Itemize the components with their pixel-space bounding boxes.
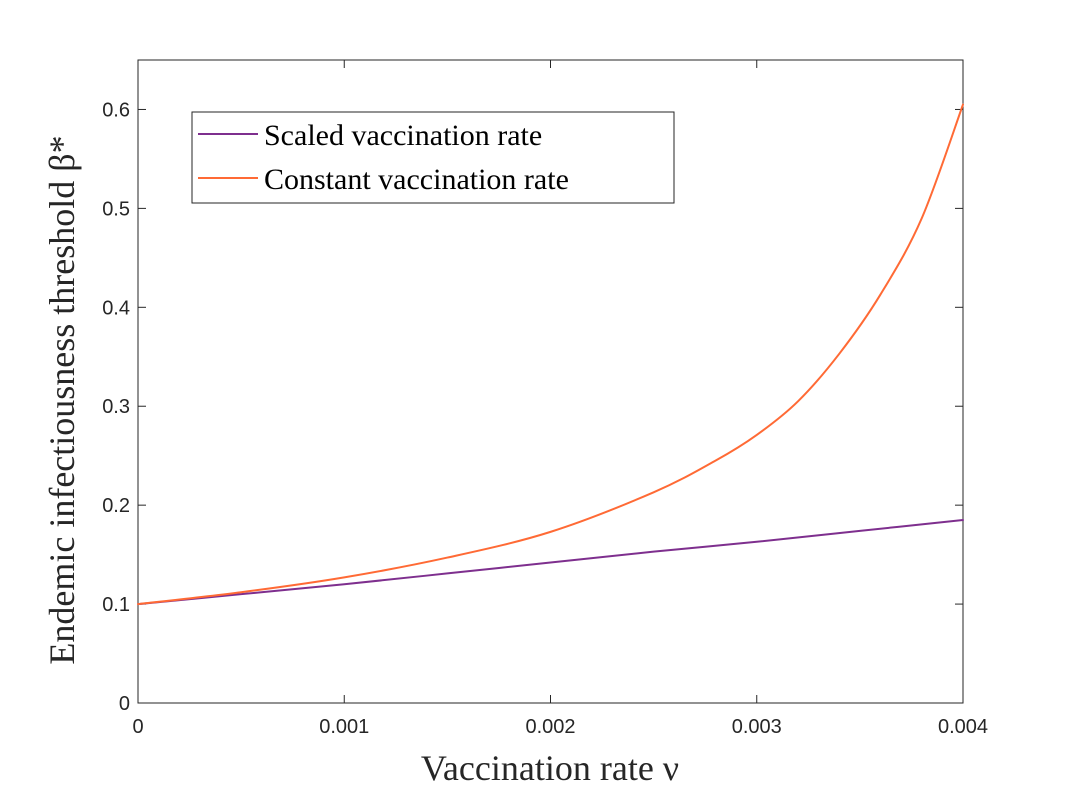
x-axis-label: Vaccination rate ν [421,748,679,788]
series-layer [137,103,964,606]
legend-label-scaled: Scaled vaccination rate [264,119,542,152]
series-line-constant [137,103,964,606]
y-tick-label: 0 [119,693,130,715]
y-axis-label: Endemic infectiousness threshold β* [42,135,82,664]
y-tick-label: 0.5 [102,198,130,220]
legend-label-constant: Constant vaccination rate [264,163,569,196]
y-tick-label: 0.6 [102,99,130,121]
x-tick-label: 0 [132,716,143,738]
x-tick-label: 0.002 [525,716,575,738]
x-tick-label: 0.001 [319,716,369,738]
axis-ticks: 0 0.001 0.002 0.003 0.004 0 0.1 0.2 0.3 0.4 0.5 0.6 [102,60,988,738]
legend: Scaled vaccination rate Constant vaccina… [191,111,675,204]
y-tick-label: 0.3 [102,396,130,418]
series-line-scaled [137,518,964,606]
legend-box [191,111,675,204]
x-tick-label: 0.004 [938,716,988,738]
y-tick-label: 0.1 [102,594,130,616]
y-tick-label: 0.4 [102,297,130,319]
x-tick-label: 0.003 [732,716,782,738]
y-tick-label: 0.2 [102,495,130,517]
